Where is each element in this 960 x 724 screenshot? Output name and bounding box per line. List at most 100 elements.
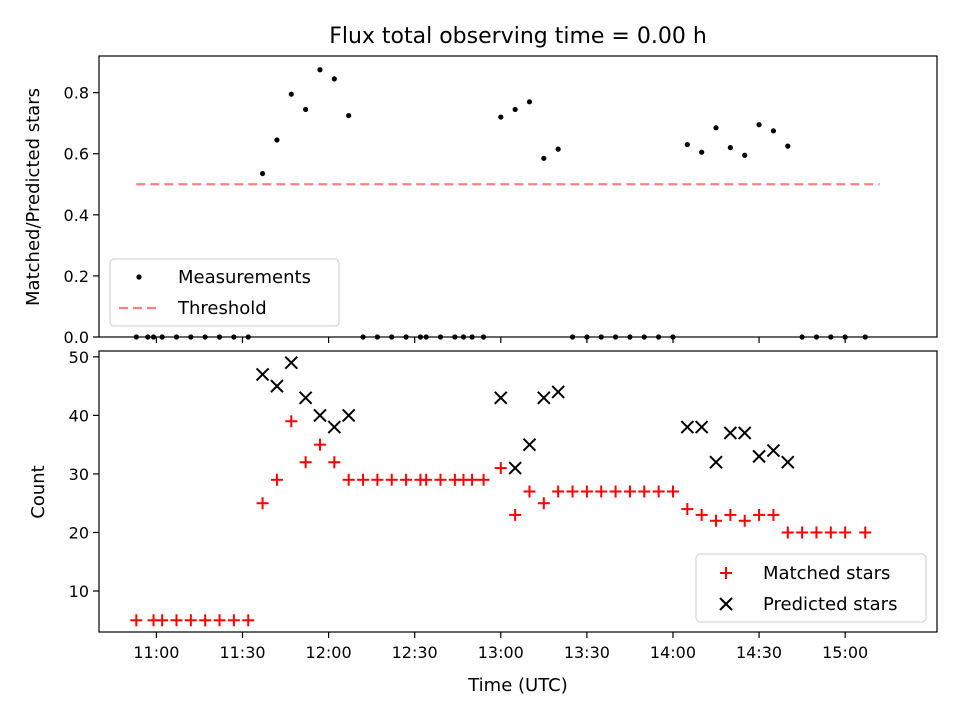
bottom-x-tick-label: 13:30 bbox=[564, 643, 610, 662]
matched-star-point bbox=[537, 497, 550, 510]
matched-star-point bbox=[810, 526, 823, 539]
predicted-star-point bbox=[508, 461, 522, 475]
bottom-y-tick-label: 50 bbox=[69, 348, 89, 367]
measurement-point bbox=[770, 128, 777, 134]
bottom-panel-frame bbox=[98, 350, 938, 633]
matched-star-point bbox=[724, 508, 737, 521]
matched-star-point bbox=[242, 614, 255, 627]
bottom-x-tick-label: 13:00 bbox=[478, 643, 524, 662]
top-panel-frame bbox=[98, 55, 938, 338]
predicted-star-point bbox=[341, 408, 356, 423]
predicted-star-point bbox=[313, 408, 327, 423]
top-y-tick-label: 0.4 bbox=[64, 206, 89, 225]
measurement-point bbox=[785, 143, 791, 149]
bottom-x-tick-label: 14:30 bbox=[736, 643, 782, 662]
chart-title: Flux total observing time = 0.00 h bbox=[329, 24, 707, 49]
matched-star-point bbox=[420, 473, 433, 486]
bottom-x-tick-label: 12:00 bbox=[306, 643, 352, 662]
matched-star-point bbox=[328, 456, 341, 469]
measurement-point bbox=[727, 145, 733, 151]
predicted-star-point bbox=[766, 443, 781, 458]
matched-star-point bbox=[213, 614, 226, 627]
matched-star-point bbox=[824, 526, 837, 539]
predicted-star-point bbox=[709, 455, 723, 469]
matched-star-point bbox=[434, 473, 447, 486]
top-panel: 0.00.20.40.60.8 Matched/Predicted stars … bbox=[23, 55, 938, 347]
matched-star-point bbox=[170, 614, 183, 627]
measurement-point bbox=[259, 170, 266, 177]
top-y-axis-label: Matched/Predicted stars bbox=[23, 88, 44, 306]
matched-star-point bbox=[623, 485, 636, 498]
matched-star-point bbox=[566, 485, 579, 498]
matched-star-point bbox=[184, 614, 197, 627]
predicted-star-point bbox=[738, 426, 752, 440]
measurement-point bbox=[555, 146, 561, 152]
measurement-point bbox=[346, 112, 352, 119]
bottom-panel: 10 20 30 40 50 11:00 11:30 12:00 12:30 13:00 13:3… bbox=[28, 348, 938, 696]
bottom-x-tick-label: 15:00 bbox=[822, 643, 868, 662]
matched-star-point bbox=[609, 485, 622, 498]
bottom-y-tick-label: 30 bbox=[69, 465, 89, 484]
measurement-point bbox=[541, 155, 547, 161]
predicted-star-point bbox=[298, 391, 313, 405]
matched-star-point bbox=[695, 508, 708, 521]
matched-star-point bbox=[270, 473, 283, 486]
matched-star-point bbox=[552, 485, 565, 498]
predicted-star-point bbox=[680, 420, 695, 434]
predicted-star-point bbox=[752, 449, 766, 464]
top-y-tick-label: 0.0 bbox=[64, 328, 89, 347]
matched-star-point bbox=[342, 473, 355, 486]
predicted-star-point bbox=[494, 391, 508, 405]
legend-threshold-label: Threshold bbox=[177, 298, 267, 319]
bottom-x-tick-label: 11:00 bbox=[133, 643, 179, 662]
bottom-x-ticks: 11:00 11:30 12:00 12:30 13:00 13:30 14:00 14:30… bbox=[133, 632, 868, 662]
measurement-point bbox=[512, 106, 518, 113]
legend-predicted-marker bbox=[719, 597, 733, 611]
bottom-x-tick-label: 14:00 bbox=[650, 643, 696, 662]
matched-star-point bbox=[652, 485, 665, 498]
measurement-point bbox=[713, 125, 719, 131]
predicted-star-point bbox=[694, 420, 709, 434]
matched-star-point bbox=[227, 614, 240, 627]
matched-star-point bbox=[509, 508, 522, 521]
measurement-point bbox=[288, 91, 294, 97]
bottom-y-tick-label: 40 bbox=[69, 406, 89, 425]
predicted-star-point bbox=[781, 455, 795, 469]
bottom-y-tick-label: 10 bbox=[69, 582, 89, 601]
measurement-point bbox=[498, 114, 504, 120]
matched-star-point bbox=[494, 462, 507, 475]
predicted-star-point bbox=[522, 437, 537, 452]
matched-star-point bbox=[781, 526, 794, 539]
matched-star-point bbox=[738, 514, 751, 527]
predicted-star-point bbox=[284, 356, 298, 370]
top-y-ticks: 0.0 0.2 0.4 0.6 0.8 bbox=[64, 84, 99, 347]
top-legend-box bbox=[109, 258, 340, 327]
matched-star-point bbox=[580, 485, 593, 498]
matched-star-point bbox=[130, 614, 143, 627]
legend-predicted-label: Predicted stars bbox=[763, 594, 897, 615]
matched-star-point bbox=[753, 508, 766, 521]
measurement-point bbox=[684, 141, 690, 148]
matched-star-point bbox=[839, 526, 852, 539]
matched-star-point bbox=[710, 514, 723, 527]
matched-star-point bbox=[477, 473, 490, 486]
predicted-star-point bbox=[270, 379, 284, 393]
bottom-x-tick-label: 11:30 bbox=[219, 643, 265, 662]
measurement-point bbox=[274, 137, 280, 143]
matched-star-point bbox=[299, 456, 312, 469]
bottom-x-tick-label: 12:30 bbox=[392, 643, 438, 662]
predicted-star-point bbox=[723, 426, 738, 440]
measurement-point bbox=[742, 152, 748, 158]
measurement-point bbox=[331, 76, 337, 82]
matched-star-point bbox=[523, 485, 536, 498]
matched-star-point bbox=[357, 473, 370, 486]
top-y-tick-label: 0.6 bbox=[64, 145, 89, 164]
predicted-star-point bbox=[327, 420, 342, 434]
predicted-star-point bbox=[255, 367, 270, 382]
matched-star-point bbox=[385, 473, 398, 486]
x-axis-label: Time (UTC) bbox=[467, 675, 568, 696]
top-x-ticks bbox=[155, 337, 846, 343]
matched-star-point bbox=[156, 614, 169, 627]
bottom-y-tick-label: 20 bbox=[69, 523, 89, 542]
matched-star-point bbox=[466, 473, 479, 486]
